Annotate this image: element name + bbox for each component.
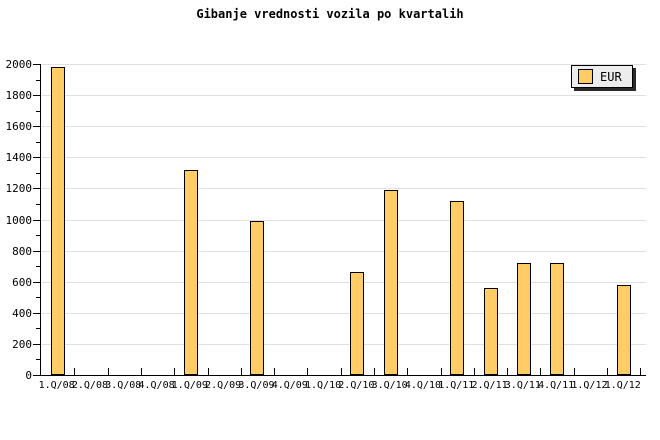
y-axis-major-tick	[33, 220, 40, 221]
x-tick-label: 1.Q/10	[304, 380, 342, 391]
y-axis-minor-tick	[36, 297, 40, 298]
x-axis-tick	[540, 368, 541, 375]
x-tick-label: 1.Q/12	[571, 380, 608, 391]
legend-label: EUR	[600, 69, 622, 84]
y-axis-major-tick	[33, 344, 40, 345]
x-axis-tick	[441, 368, 442, 375]
y-tick-label: 400	[12, 307, 32, 320]
y-axis-major-tick	[33, 188, 40, 189]
y-tick-label: 1800	[5, 89, 33, 102]
y-axis-minor-tick	[36, 328, 40, 329]
y-axis-major-tick	[33, 64, 40, 65]
x-tick-label: 2.Q/08	[71, 380, 108, 391]
x-axis-tick	[407, 368, 408, 375]
bar	[250, 221, 264, 375]
y-axis-major-tick	[33, 282, 40, 283]
y-tick-label: 200	[12, 338, 32, 351]
x-axis-tick	[474, 368, 475, 375]
y-axis-minor-tick	[36, 266, 40, 267]
x-tick-label: 3.Q/09	[238, 380, 275, 391]
x-tick-label: 3.Q/11	[504, 380, 541, 391]
legend-swatch	[578, 69, 593, 84]
y-tick-label: 0	[25, 369, 32, 382]
y-axis-minor-tick	[36, 235, 40, 236]
x-tick-label: 1.Q/11	[438, 380, 475, 391]
bar	[384, 190, 398, 375]
x-tick-label: 3.Q/08	[105, 380, 142, 391]
y-tick-label: 1400	[5, 151, 33, 164]
chart-title: Gibanje vrednosti vozila po kvartalih	[196, 7, 464, 21]
x-axis-tick	[108, 368, 109, 375]
x-axis-tick	[274, 368, 275, 375]
bar	[517, 263, 531, 375]
x-tick-label: 1.Q/08	[38, 380, 75, 391]
x-tick-label: 4.Q/09	[271, 380, 308, 391]
y-tick-label: 800	[12, 245, 32, 258]
x-axis-tick	[74, 368, 75, 375]
gridline	[41, 157, 646, 158]
x-tick-label: 2.Q/09	[205, 380, 242, 391]
legend: EUR	[571, 65, 633, 88]
gridline	[41, 95, 646, 96]
x-axis-tick	[341, 368, 342, 375]
bar	[184, 170, 198, 375]
y-axis-major-tick	[33, 313, 40, 314]
y-axis-minor-tick	[36, 204, 40, 205]
x-axis-tick	[174, 368, 175, 375]
y-tick-label: 600	[12, 276, 32, 289]
y-axis-major-tick	[33, 375, 40, 376]
x-tick-label: 4.Q/08	[138, 380, 175, 391]
x-tick-label: 2.Q/11	[471, 380, 508, 391]
gridline	[41, 126, 646, 127]
y-axis-minor-tick	[36, 111, 40, 112]
x-axis-tick	[640, 368, 641, 375]
y-tick-label: 1000	[5, 214, 33, 227]
gridline	[41, 282, 646, 283]
y-axis-major-tick	[33, 157, 40, 158]
y-axis-minor-tick	[36, 173, 40, 174]
x-axis-tick	[374, 368, 375, 375]
y-axis-major-tick	[33, 126, 40, 127]
gridline	[41, 251, 646, 252]
x-tick-label: 3.Q/10	[371, 380, 408, 391]
gridline	[41, 313, 646, 314]
y-axis-minor-tick	[36, 80, 40, 81]
bar	[51, 67, 65, 375]
x-axis-tick	[574, 368, 575, 375]
y-axis-minor-tick	[36, 142, 40, 143]
y-tick-label: 1600	[5, 120, 33, 133]
bar	[350, 272, 364, 375]
bar	[617, 285, 631, 375]
x-tick-label: 4.Q/11	[538, 380, 575, 391]
x-axis-tick	[141, 368, 142, 375]
x-axis-tick	[307, 368, 308, 375]
x-tick-label: 2.Q/10	[338, 380, 375, 391]
x-axis-tick	[607, 368, 608, 375]
gridline	[41, 220, 646, 221]
bar	[484, 288, 498, 375]
y-tick-label: 1200	[5, 182, 33, 195]
x-tick-label: 1.Q/12	[604, 380, 641, 391]
x-tick-label: 1.Q/09	[171, 380, 208, 391]
x-axis-tick	[208, 368, 209, 375]
gridline	[41, 188, 646, 189]
y-axis-major-tick	[33, 251, 40, 252]
bar	[450, 201, 464, 375]
x-axis-tick	[241, 368, 242, 375]
bar	[550, 263, 564, 375]
x-tick-label: 4.Q/10	[404, 380, 441, 391]
y-tick-label: 2000	[5, 58, 33, 71]
x-axis-tick	[507, 368, 508, 375]
gridline	[41, 64, 646, 65]
y-axis-major-tick	[33, 95, 40, 96]
gridline	[41, 344, 646, 345]
y-axis-minor-tick	[36, 359, 40, 360]
plot-area	[40, 64, 646, 376]
